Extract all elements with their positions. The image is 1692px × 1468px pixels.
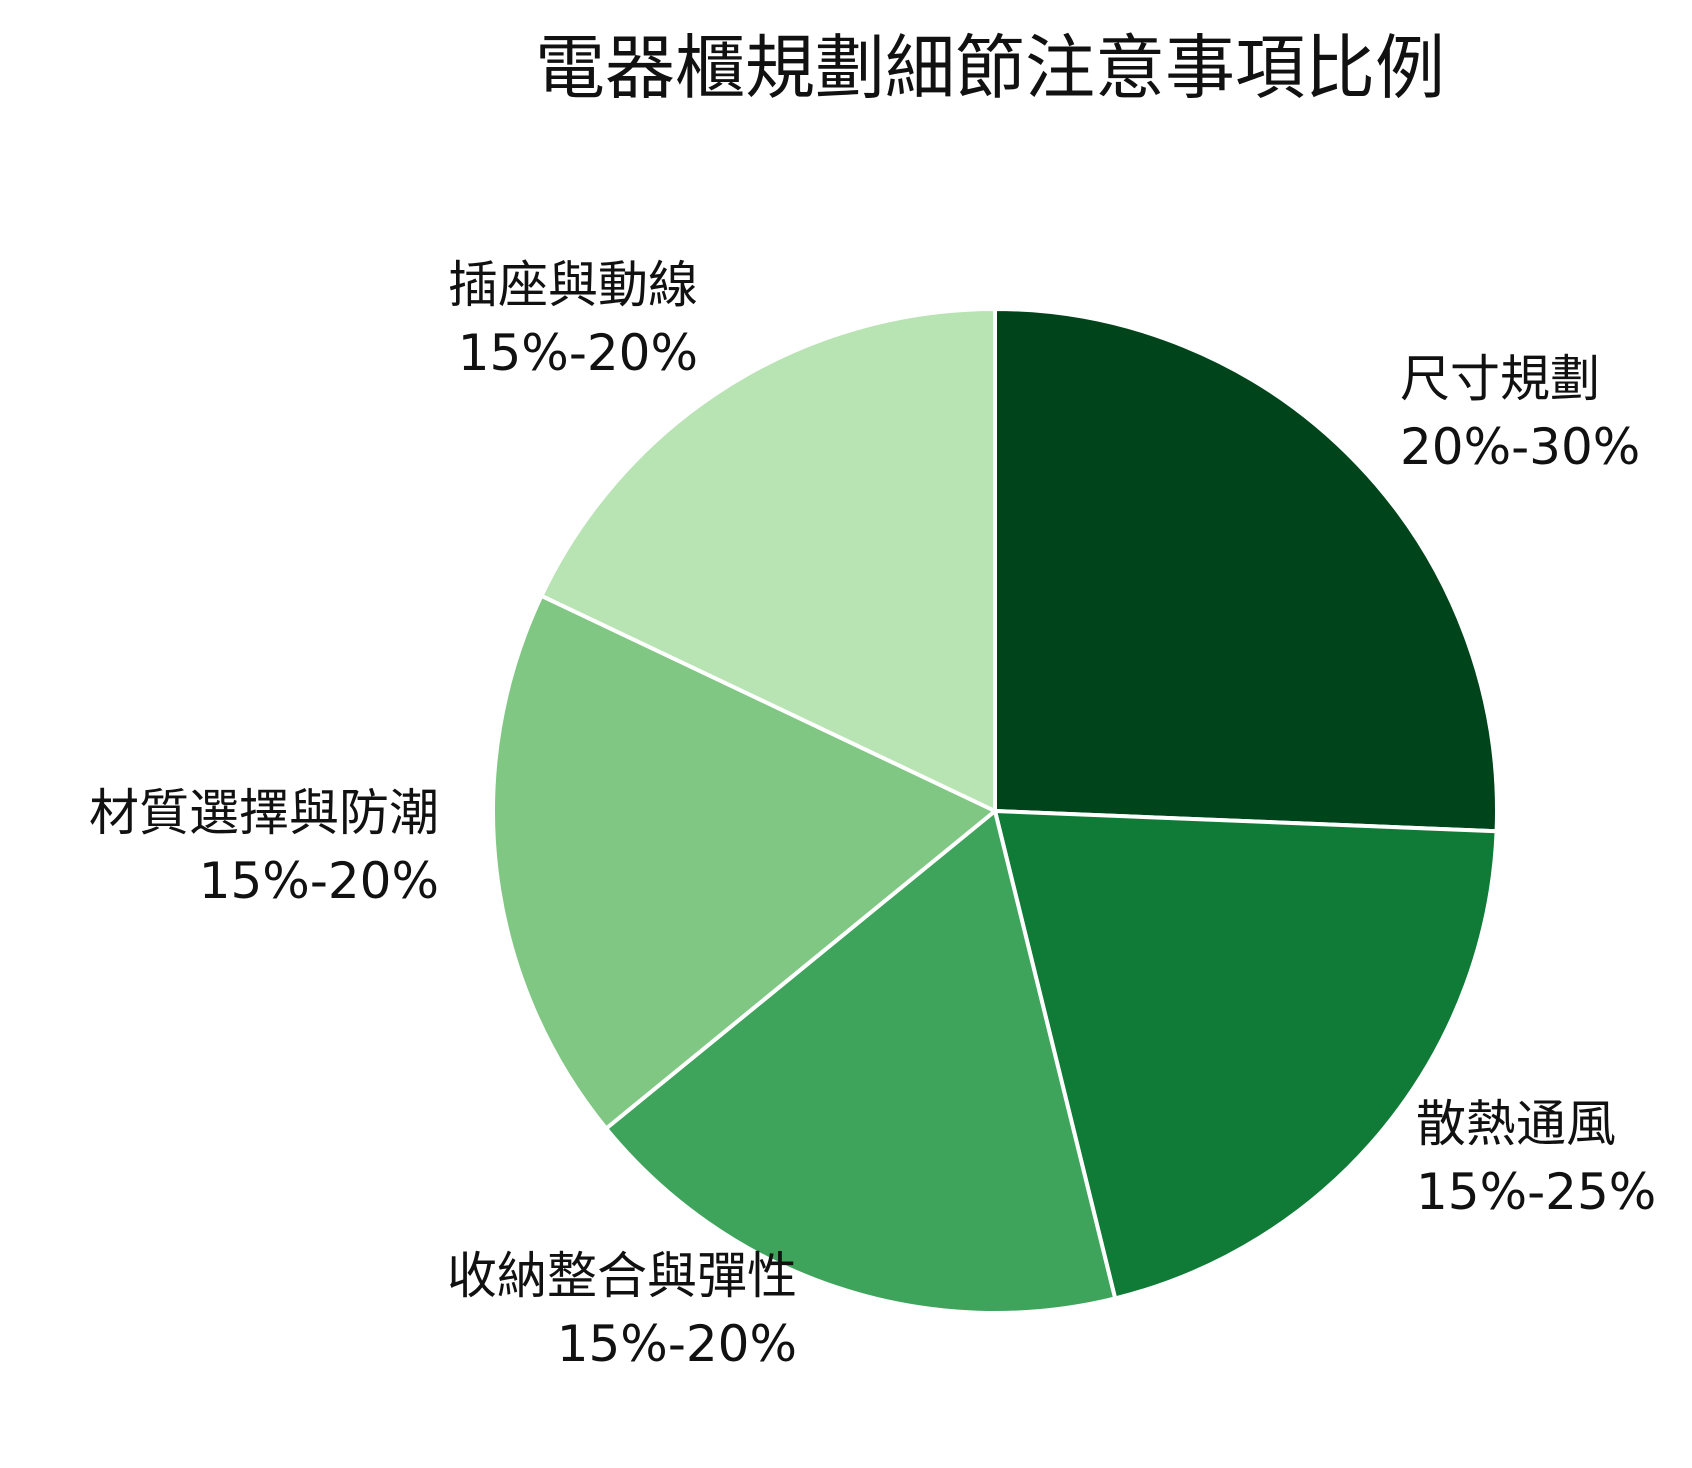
pie-slice xyxy=(491,593,997,1131)
chart-title: 電器櫃規劃細節注意事項比例 xyxy=(535,27,1445,109)
slice-label: 收納整合與彈性 xyxy=(447,1247,797,1305)
pie-slice xyxy=(539,307,997,813)
pie-slice xyxy=(993,307,1499,834)
slices xyxy=(491,307,1499,1315)
slice-label: 尺寸規劃 xyxy=(1400,350,1600,408)
slice-label: 材質選擇與防潮 xyxy=(89,784,439,842)
slice-label: 插座與動線 xyxy=(448,256,698,314)
value-label: 15%-20% xyxy=(557,1315,797,1373)
value-label: 20%-30% xyxy=(1400,418,1640,476)
pie-slice xyxy=(604,809,1118,1315)
slice-label: 散熱通風 xyxy=(1416,1095,1616,1153)
pie-slice xyxy=(993,809,1499,1301)
labels: 尺寸規劃 20%-30% 散熱通風 15%-25% 收納整合與彈性 15%-20% 材質選擇… xyxy=(89,256,1656,1373)
value-label: 15%-25% xyxy=(1416,1163,1656,1221)
value-label: 15%-20% xyxy=(458,324,698,382)
value-label: 15%-20% xyxy=(199,852,439,910)
